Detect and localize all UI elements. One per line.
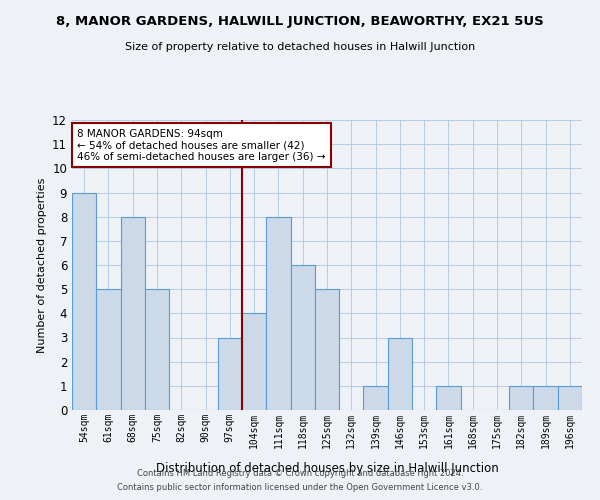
Bar — [72, 192, 96, 410]
Text: 8, MANOR GARDENS, HALWILL JUNCTION, BEAWORTHY, EX21 5US: 8, MANOR GARDENS, HALWILL JUNCTION, BEAW… — [56, 15, 544, 28]
Bar — [315, 289, 339, 410]
Bar — [266, 216, 290, 410]
Bar — [290, 265, 315, 410]
Text: Contains HM Land Registry data © Crown copyright and database right 2024.: Contains HM Land Registry data © Crown c… — [137, 468, 463, 477]
Bar — [242, 314, 266, 410]
Bar — [558, 386, 582, 410]
Bar — [364, 386, 388, 410]
X-axis label: Distribution of detached houses by size in Halwill Junction: Distribution of detached houses by size … — [155, 462, 499, 475]
Bar — [509, 386, 533, 410]
Text: Contains public sector information licensed under the Open Government Licence v3: Contains public sector information licen… — [118, 484, 482, 492]
Bar — [436, 386, 461, 410]
Text: 8 MANOR GARDENS: 94sqm
← 54% of detached houses are smaller (42)
46% of semi-det: 8 MANOR GARDENS: 94sqm ← 54% of detached… — [77, 128, 326, 162]
Bar — [533, 386, 558, 410]
Bar — [96, 289, 121, 410]
Y-axis label: Number of detached properties: Number of detached properties — [37, 178, 47, 352]
Bar — [388, 338, 412, 410]
Bar — [218, 338, 242, 410]
Bar — [121, 216, 145, 410]
Text: Size of property relative to detached houses in Halwill Junction: Size of property relative to detached ho… — [125, 42, 475, 52]
Bar — [145, 289, 169, 410]
